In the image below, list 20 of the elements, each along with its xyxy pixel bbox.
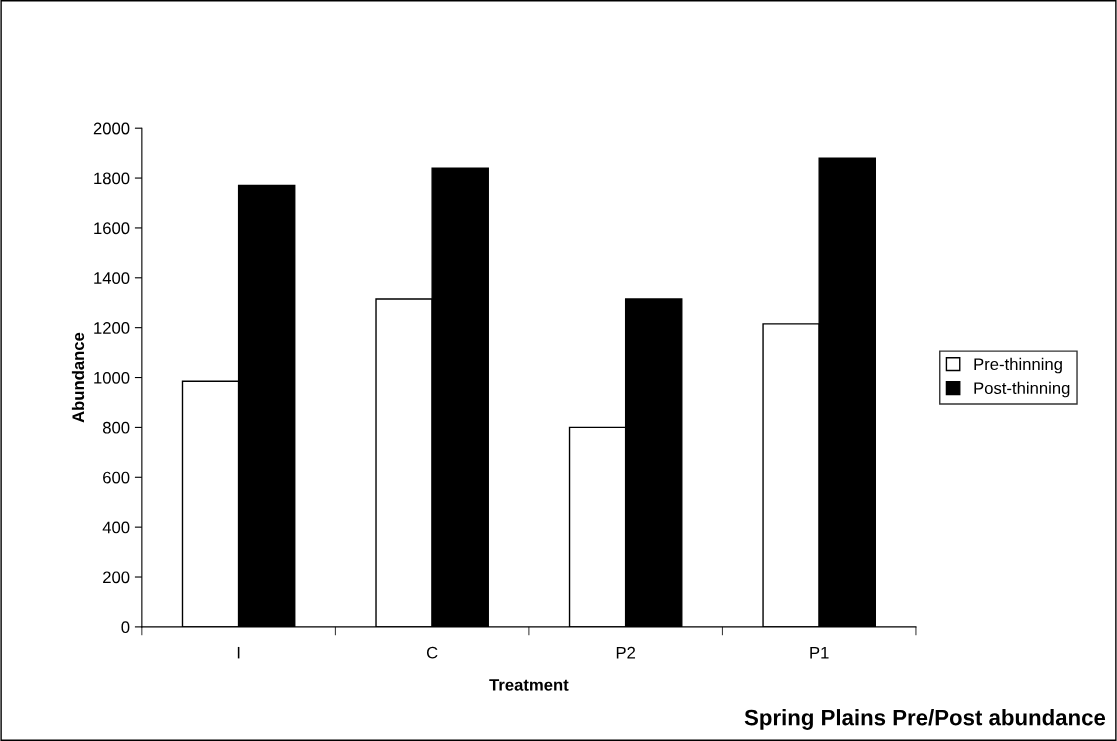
y-tick-label: 1200 (94, 322, 130, 334)
legend-label: Post-thinning (974, 381, 1070, 398)
x-tick-label: C (426, 646, 438, 659)
y-tick-label: 1000 (94, 371, 130, 384)
y-tick-label: 0 (121, 621, 130, 634)
y-tick-label: 2000 (93, 122, 130, 135)
y-axis-title: Abundance (71, 332, 85, 423)
x-axis-title: Treatment (489, 679, 569, 691)
y-tick-label: 800 (102, 421, 130, 434)
y-tick-label: 200 (103, 571, 130, 584)
y-tick-label: 600 (103, 471, 130, 484)
y-tick-label: 1600 (94, 222, 130, 235)
text: Spring Plains Pre/Post abundance (744, 709, 1106, 730)
x-tick-label: P2 (616, 646, 636, 659)
x-tick-label: I (237, 646, 240, 659)
y-tick-label: 1400 (94, 272, 130, 284)
y-tick-label: 400 (102, 521, 130, 534)
x-tick-label: P1 (810, 646, 829, 659)
y-tick-label: 1800 (94, 172, 130, 185)
legend-label: Pre-thinning (974, 357, 1062, 374)
